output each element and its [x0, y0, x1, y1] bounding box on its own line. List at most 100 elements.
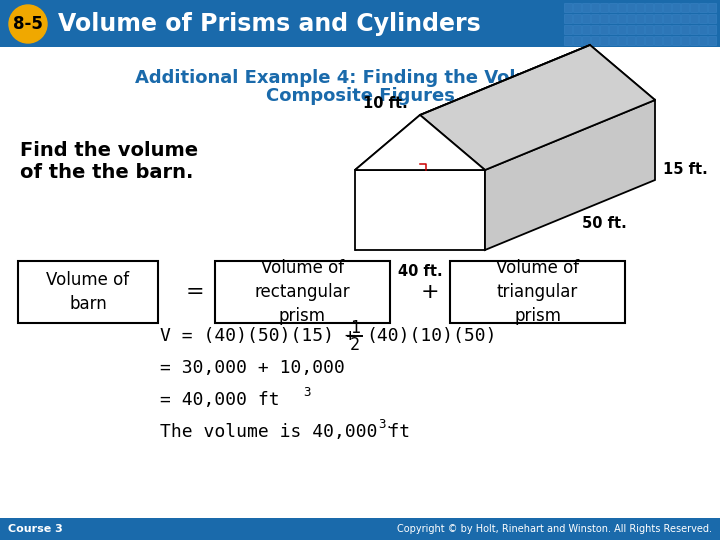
- Polygon shape: [355, 100, 655, 170]
- Bar: [636, 3, 644, 12]
- Bar: [645, 14, 652, 23]
- Bar: [645, 24, 652, 34]
- Bar: [708, 3, 716, 12]
- Bar: [609, 3, 616, 12]
- Bar: [573, 36, 580, 45]
- Bar: [618, 3, 626, 12]
- Bar: [564, 24, 572, 34]
- Text: The volume is 40,000 ft: The volume is 40,000 ft: [160, 423, 410, 441]
- Bar: [582, 24, 590, 34]
- Bar: [573, 14, 580, 23]
- Bar: [618, 14, 626, 23]
- Bar: [663, 36, 670, 45]
- Bar: [654, 3, 662, 12]
- Bar: [672, 3, 680, 12]
- Text: 15 ft.: 15 ft.: [663, 163, 708, 178]
- Bar: [699, 24, 706, 34]
- Bar: [450, 261, 625, 323]
- Polygon shape: [420, 45, 655, 170]
- Bar: [0, 0, 720, 47]
- Text: 50 ft.: 50 ft.: [582, 215, 626, 231]
- Bar: [600, 24, 608, 34]
- Bar: [681, 14, 688, 23]
- Bar: [582, 36, 590, 45]
- Text: Copyright © by Holt, Rinehart and Winston. All Rights Reserved.: Copyright © by Holt, Rinehart and Winsto…: [397, 524, 712, 534]
- Text: Volume of
triangular
prism: Volume of triangular prism: [496, 259, 579, 325]
- Bar: [591, 24, 598, 34]
- Bar: [699, 3, 706, 12]
- Bar: [627, 24, 634, 34]
- Bar: [591, 3, 598, 12]
- Bar: [645, 36, 652, 45]
- Text: Find the volume: Find the volume: [20, 140, 198, 159]
- Bar: [215, 261, 390, 323]
- Bar: [591, 14, 598, 23]
- Bar: [609, 14, 616, 23]
- Bar: [672, 14, 680, 23]
- Bar: [708, 14, 716, 23]
- Bar: [663, 3, 670, 12]
- Bar: [618, 24, 626, 34]
- Polygon shape: [485, 100, 655, 250]
- Polygon shape: [355, 45, 590, 170]
- Bar: [681, 3, 688, 12]
- Bar: [564, 14, 572, 23]
- Bar: [690, 3, 698, 12]
- Bar: [573, 3, 580, 12]
- Text: Volume of
barn: Volume of barn: [46, 271, 130, 313]
- Bar: [690, 14, 698, 23]
- Bar: [636, 14, 644, 23]
- Bar: [564, 3, 572, 12]
- Bar: [600, 36, 608, 45]
- Bar: [573, 24, 580, 34]
- Text: Composite Figures: Composite Figures: [266, 87, 454, 105]
- Bar: [663, 24, 670, 34]
- Text: V = (40)(50)(15) +: V = (40)(50)(15) +: [160, 327, 366, 345]
- Bar: [0, 518, 720, 540]
- Bar: [618, 36, 626, 45]
- Text: Additional Example 4: Finding the Volume of: Additional Example 4: Finding the Volume…: [135, 69, 585, 87]
- Text: 40 ft.: 40 ft.: [397, 264, 442, 279]
- Polygon shape: [355, 115, 485, 170]
- Text: (40)(10)(50): (40)(10)(50): [366, 327, 497, 345]
- Bar: [600, 3, 608, 12]
- Text: Volume of Prisms and Cylinders: Volume of Prisms and Cylinders: [58, 12, 481, 36]
- Bar: [690, 36, 698, 45]
- Bar: [582, 3, 590, 12]
- Bar: [681, 24, 688, 34]
- Bar: [582, 14, 590, 23]
- Bar: [591, 36, 598, 45]
- Bar: [18, 261, 158, 323]
- Bar: [699, 14, 706, 23]
- Bar: [654, 24, 662, 34]
- Text: 10 ft.: 10 ft.: [364, 96, 408, 111]
- Bar: [600, 14, 608, 23]
- Bar: [672, 36, 680, 45]
- Polygon shape: [525, 45, 655, 100]
- Text: Course 3: Course 3: [8, 524, 63, 534]
- Bar: [663, 14, 670, 23]
- Bar: [636, 36, 644, 45]
- Bar: [681, 36, 688, 45]
- Text: of the the barn.: of the the barn.: [20, 163, 194, 181]
- Text: 8-5: 8-5: [13, 15, 43, 33]
- Bar: [627, 3, 634, 12]
- Text: 2: 2: [350, 336, 360, 354]
- Text: = 30,000 + 10,000: = 30,000 + 10,000: [160, 359, 345, 377]
- Text: 3.: 3.: [378, 417, 393, 430]
- Text: +: +: [420, 282, 439, 302]
- Text: Volume of
rectangular
prism: Volume of rectangular prism: [255, 259, 351, 325]
- Text: = 40,000 ft: = 40,000 ft: [160, 391, 279, 409]
- Text: 1: 1: [350, 319, 360, 337]
- Bar: [627, 14, 634, 23]
- Bar: [564, 36, 572, 45]
- Bar: [708, 24, 716, 34]
- Text: 3: 3: [303, 386, 310, 399]
- Bar: [645, 3, 652, 12]
- Text: =: =: [186, 282, 204, 302]
- Circle shape: [9, 5, 47, 43]
- Bar: [699, 36, 706, 45]
- Polygon shape: [355, 170, 485, 250]
- Bar: [672, 24, 680, 34]
- Bar: [654, 36, 662, 45]
